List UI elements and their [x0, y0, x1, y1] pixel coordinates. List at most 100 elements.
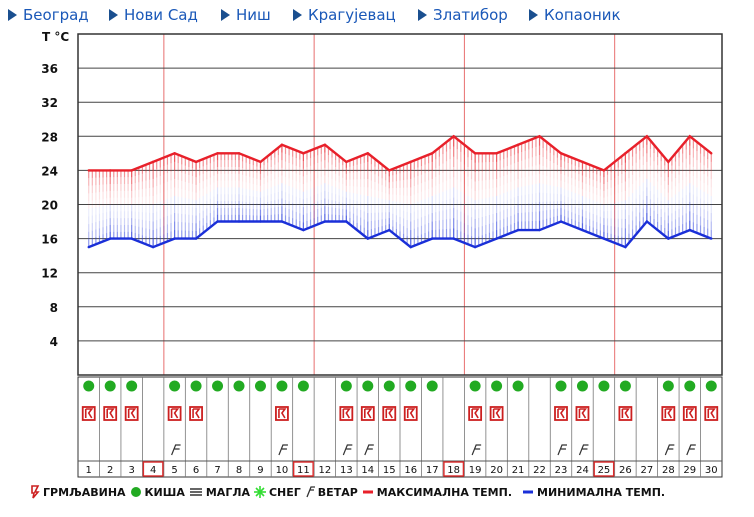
- max-temp-point: [173, 152, 176, 155]
- thunderstorm-icon: [124, 406, 139, 421]
- arrow-right-icon: [221, 9, 230, 21]
- day-tick-label: 23: [555, 465, 568, 476]
- min-temp-point: [259, 220, 262, 223]
- min-temp-point: [581, 228, 584, 232]
- rain-icon: [104, 380, 116, 392]
- min-temp-point: [559, 220, 563, 223]
- day-tick-label: 17: [426, 465, 439, 476]
- thunder-bolt: [621, 408, 631, 419]
- thunderstorm-icon: [360, 406, 375, 421]
- nav-kopaonik[interactable]: Копаоник: [529, 6, 621, 24]
- legend-fog-label: МАГЛА: [205, 485, 250, 499]
- thunder-bolt: [578, 408, 588, 419]
- legend-wind-label: ВЕТАР: [317, 485, 358, 499]
- day-tick-label: 11: [297, 465, 310, 476]
- nav-zlatibor[interactable]: Златибор: [418, 6, 508, 24]
- thunder-bolt: [342, 408, 351, 419]
- min-temp-point: [538, 228, 541, 232]
- thunderstorm-icon: [554, 406, 568, 421]
- rain-icon: [705, 380, 717, 392]
- min-temp-point: [688, 228, 691, 232]
- legend-rain: КИША: [130, 486, 185, 499]
- max-temp-point: [237, 152, 241, 155]
- wind-icon: [364, 444, 374, 456]
- wind-icon: [686, 444, 696, 456]
- max-temp-point: [259, 160, 262, 164]
- min-temp-point: [624, 245, 627, 249]
- thunderstorm-icon: [275, 406, 289, 421]
- min-line-icon: [523, 490, 534, 494]
- legend-min: МИНИМАЛНА ТЕМП.: [522, 486, 665, 499]
- wind-icon: [171, 444, 181, 456]
- rain-icon: [662, 380, 674, 392]
- wind-icon: [557, 444, 567, 456]
- thunder-bolt: [492, 408, 502, 419]
- max-temp-point: [710, 152, 713, 155]
- max-temp-point: [581, 160, 584, 164]
- legend-rain-label: КИША: [144, 485, 185, 499]
- rain-icon: [212, 380, 224, 392]
- day-tick-label: 28: [662, 465, 675, 476]
- min-temp-point: [431, 237, 434, 240]
- rain-icon: [405, 380, 417, 392]
- rain-icon: [254, 380, 266, 392]
- max-temp-point: [109, 169, 112, 172]
- max-temp-point: [602, 169, 606, 172]
- thunder-bolt: [127, 408, 137, 419]
- min-temp-point: [151, 245, 155, 249]
- rain-icon: [426, 380, 438, 392]
- rain-icon: [383, 380, 395, 392]
- day-tick-label: 13: [340, 465, 353, 476]
- thunderstorm-icon: [618, 406, 633, 421]
- max-temp-point: [388, 169, 391, 172]
- min-temp-point: [87, 245, 90, 249]
- day-tick-label: 3: [128, 465, 134, 476]
- day-tick-label: 4: [150, 465, 156, 476]
- y-axis-label: T °C: [42, 30, 69, 44]
- day-tick-label: 29: [683, 465, 696, 476]
- thunderstorm-icon: [339, 406, 354, 421]
- arrow-right-icon: [109, 9, 118, 21]
- min-temp-point: [409, 245, 412, 249]
- rain-icon: [619, 380, 631, 392]
- rain-icon: [469, 380, 481, 392]
- min-temp-line: [88, 219, 712, 249]
- day-tick-label: 26: [619, 465, 632, 476]
- nav-label: Крагујевац: [308, 6, 396, 24]
- min-temp-point: [516, 228, 520, 232]
- min-temp-point: [602, 237, 606, 240]
- nav-label: Београд: [23, 6, 89, 24]
- thunderstorm-icon: [704, 406, 719, 421]
- legend-max-label: МАКСИМАЛНА ТЕМП.: [376, 485, 513, 499]
- min-temp-point: [130, 237, 133, 240]
- legend-max: МАКСИМАЛНА ТЕМП.: [362, 486, 512, 499]
- min-temp-point: [109, 237, 112, 240]
- nav-kragujevac[interactable]: Крагујевац: [293, 6, 396, 24]
- nav-beograd[interactable]: Београд: [8, 6, 89, 24]
- nav-nis[interactable]: Ниш: [221, 6, 271, 24]
- day-tick-label: 5: [171, 465, 177, 476]
- thunderstorm-icon: [682, 406, 697, 421]
- max-temp-point: [688, 135, 691, 138]
- day-tick-label: 6: [193, 465, 199, 476]
- thunder-bolt: [363, 408, 373, 419]
- rain-icon: [684, 380, 696, 392]
- nav-label: Ниш: [236, 6, 271, 24]
- wind-icon: [306, 486, 315, 498]
- rain-icon: [576, 380, 588, 392]
- day-tick-label: 24: [576, 465, 589, 476]
- day-tick-label: 21: [512, 465, 525, 476]
- rain-icon: [491, 380, 503, 392]
- thunderstorm-icon: [167, 406, 182, 421]
- nav-novi-sad[interactable]: Нови Сад: [109, 6, 198, 24]
- max-temp-point: [280, 143, 284, 147]
- legend-min-label: МИНИМАЛНА ТЕМП.: [537, 485, 666, 499]
- min-temp-point: [280, 220, 284, 223]
- day-tick-label: 18: [447, 465, 460, 476]
- legend-thunder: ГРМЉАВИНА: [30, 485, 126, 499]
- max-line-icon: [362, 490, 373, 494]
- arrow-right-icon: [529, 9, 538, 21]
- chart-legend: ГРМЉАВИНА КИША МАГЛА СНЕГ ВЕТАР: [30, 482, 669, 502]
- rain-icon: [297, 380, 309, 392]
- day-tick-label: 8: [236, 465, 242, 476]
